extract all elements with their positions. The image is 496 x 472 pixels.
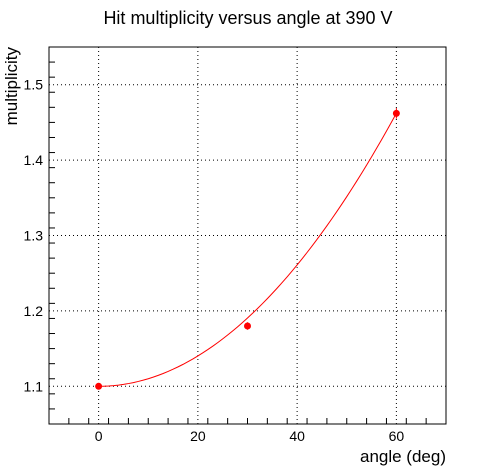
x-tick-labels: 0 20 40 60 xyxy=(95,428,405,444)
data-points xyxy=(95,108,400,390)
grid xyxy=(49,47,446,424)
data-point xyxy=(95,382,103,390)
data-point xyxy=(392,109,400,117)
x-tick-label: 40 xyxy=(289,428,305,444)
y-axis-label: multiplicity xyxy=(2,47,21,126)
data-point xyxy=(244,322,251,330)
fit-curve xyxy=(98,112,397,387)
x-axis-label: angle (deg) xyxy=(360,447,446,466)
y-tick-label: 1.5 xyxy=(24,77,44,93)
y-tick-label: 1.1 xyxy=(24,378,44,394)
x-tick-label: 20 xyxy=(190,428,206,444)
y-tick-labels: 1.1 1.2 1.3 1.4 1.5 xyxy=(24,77,44,395)
plot-frame xyxy=(48,46,447,425)
chart-title: Hit multiplicity versus angle at 390 V xyxy=(103,8,392,28)
y-tick-label: 1.3 xyxy=(24,228,44,244)
y-tick-label: 1.2 xyxy=(24,303,44,319)
y-tick-label: 1.4 xyxy=(24,152,44,168)
x-tick-label: 0 xyxy=(95,428,103,444)
axis-ticks xyxy=(48,46,447,425)
x-tick-label: 60 xyxy=(389,428,405,444)
